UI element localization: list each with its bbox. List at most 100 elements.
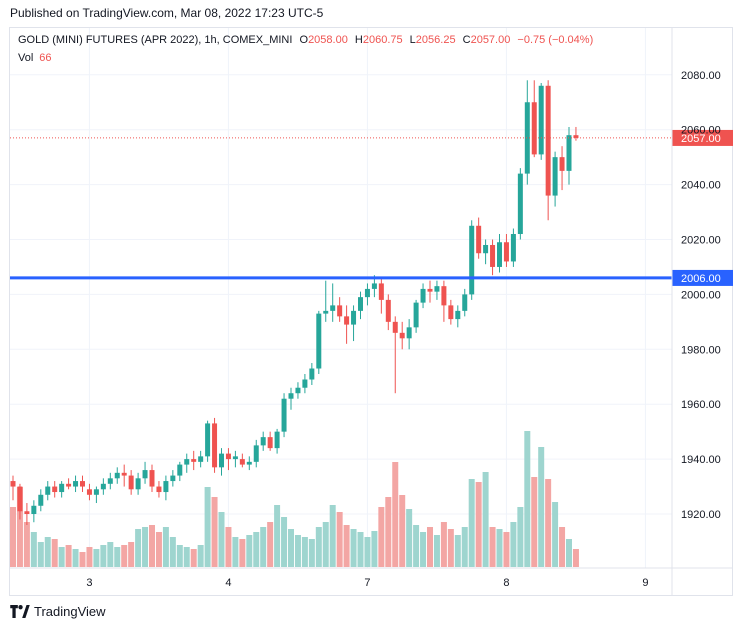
y-tick-label: 2000.00 bbox=[681, 289, 721, 301]
candle-body bbox=[86, 489, 92, 495]
volume-bar bbox=[482, 472, 489, 567]
candle-body bbox=[406, 327, 412, 339]
volume-bar bbox=[239, 539, 246, 567]
support-price-tag bbox=[672, 269, 733, 286]
volume-bar bbox=[135, 529, 142, 567]
volume-bar bbox=[350, 529, 357, 567]
candle-body bbox=[128, 475, 134, 490]
volume-bar bbox=[336, 512, 343, 567]
high-value: 2060.75 bbox=[362, 34, 403, 46]
candle-body bbox=[114, 472, 120, 479]
volume-bar bbox=[454, 535, 461, 567]
volume-bar bbox=[566, 539, 572, 567]
published-info: Published on TradingView.com, Mar 08, 20… bbox=[10, 6, 324, 20]
candle-body bbox=[121, 472, 127, 476]
volume-bar bbox=[308, 539, 315, 567]
price-chart[interactable]: 2006.00 2057.00 1920.00 1940.00 1960.00 1980… bbox=[0, 0, 742, 596]
volume-bar bbox=[211, 497, 218, 567]
volume-bar bbox=[65, 545, 72, 567]
candle-body bbox=[274, 431, 280, 449]
volume-bar bbox=[406, 509, 413, 567]
volume-label: Vol bbox=[18, 52, 34, 64]
candle-body bbox=[371, 283, 377, 289]
grid-lines bbox=[10, 28, 672, 568]
x-tick-label: 8 bbox=[503, 577, 509, 589]
volume-bar bbox=[162, 527, 169, 567]
volume-bar bbox=[301, 537, 308, 567]
volume-bar bbox=[190, 549, 197, 567]
volume-bar bbox=[218, 512, 225, 567]
volume-value: 66 bbox=[39, 52, 52, 64]
candle-body bbox=[330, 305, 336, 311]
last-price-label: 2057.00 bbox=[681, 133, 721, 145]
close-label: C bbox=[462, 34, 471, 46]
candle-body bbox=[427, 288, 433, 292]
volume-bar bbox=[16, 487, 23, 567]
candle-body bbox=[573, 135, 579, 138]
candle-body bbox=[448, 305, 454, 320]
candle-body bbox=[135, 478, 141, 490]
open-value: 2058.00 bbox=[308, 34, 348, 46]
candle-body bbox=[476, 225, 482, 254]
volume-bar bbox=[121, 545, 128, 567]
volume-bar bbox=[343, 525, 350, 567]
volume-bar bbox=[10, 507, 16, 567]
candlesticks bbox=[10, 80, 579, 525]
last-price-tag bbox=[672, 129, 733, 146]
candle-body bbox=[10, 481, 16, 487]
y-tick-label: 1980.00 bbox=[681, 344, 721, 356]
volume-bar bbox=[100, 545, 107, 567]
symbol-legend: GOLD (MINI) FUTURES (APR 2022), 1h, COME… bbox=[18, 34, 593, 46]
candle-body bbox=[392, 321, 398, 333]
candle-body bbox=[545, 85, 551, 196]
candle-body bbox=[302, 379, 308, 388]
candle-body bbox=[219, 453, 224, 468]
volume-bar bbox=[385, 497, 392, 567]
candle-body bbox=[198, 456, 204, 462]
candle-body bbox=[205, 423, 211, 457]
candle-body bbox=[191, 459, 197, 462]
volume-bar bbox=[37, 542, 44, 567]
volume-bar bbox=[371, 531, 378, 567]
candle-body bbox=[309, 368, 315, 380]
volume-bar bbox=[197, 545, 204, 567]
candle-body bbox=[93, 489, 99, 495]
y-tick-label: 2020.00 bbox=[681, 235, 721, 247]
open-label: O bbox=[299, 34, 309, 46]
candle-body bbox=[212, 423, 218, 468]
candle-body bbox=[80, 481, 85, 487]
volume-bar bbox=[274, 505, 281, 567]
volume-bar bbox=[322, 522, 329, 567]
volume-bar bbox=[107, 542, 114, 567]
y-tick-label: 1960.00 bbox=[681, 399, 721, 411]
x-tick-label: 3 bbox=[86, 577, 92, 589]
x-tick-label: 9 bbox=[642, 577, 648, 589]
volume-bar bbox=[475, 482, 482, 567]
volume-bar bbox=[433, 535, 440, 567]
y-tick-label: 2040.00 bbox=[681, 180, 721, 192]
candle-body bbox=[17, 486, 23, 512]
tradingview-footer[interactable]: TradingView bbox=[10, 604, 106, 619]
candle-body bbox=[538, 85, 544, 155]
candle-body bbox=[295, 387, 301, 394]
volume-bar bbox=[399, 495, 406, 567]
candle-body bbox=[434, 286, 440, 292]
y-tick-label: 1940.00 bbox=[681, 454, 721, 466]
volume-bar bbox=[447, 529, 454, 567]
candle-body bbox=[510, 234, 516, 262]
volume-bar bbox=[72, 549, 79, 567]
candle-body bbox=[260, 437, 266, 446]
volume-bar bbox=[288, 529, 294, 567]
candle-body bbox=[378, 283, 384, 300]
candle-body bbox=[420, 288, 426, 303]
volume-bar bbox=[128, 542, 135, 567]
low-label: L bbox=[409, 34, 416, 46]
candle-body bbox=[399, 332, 405, 339]
candle-body bbox=[156, 486, 162, 493]
volume-bar bbox=[531, 477, 538, 567]
volume-bar bbox=[267, 522, 274, 567]
volume-bar bbox=[489, 527, 496, 567]
candle-body bbox=[469, 225, 475, 295]
volume-bar bbox=[461, 527, 468, 567]
volume-bar bbox=[114, 547, 121, 567]
